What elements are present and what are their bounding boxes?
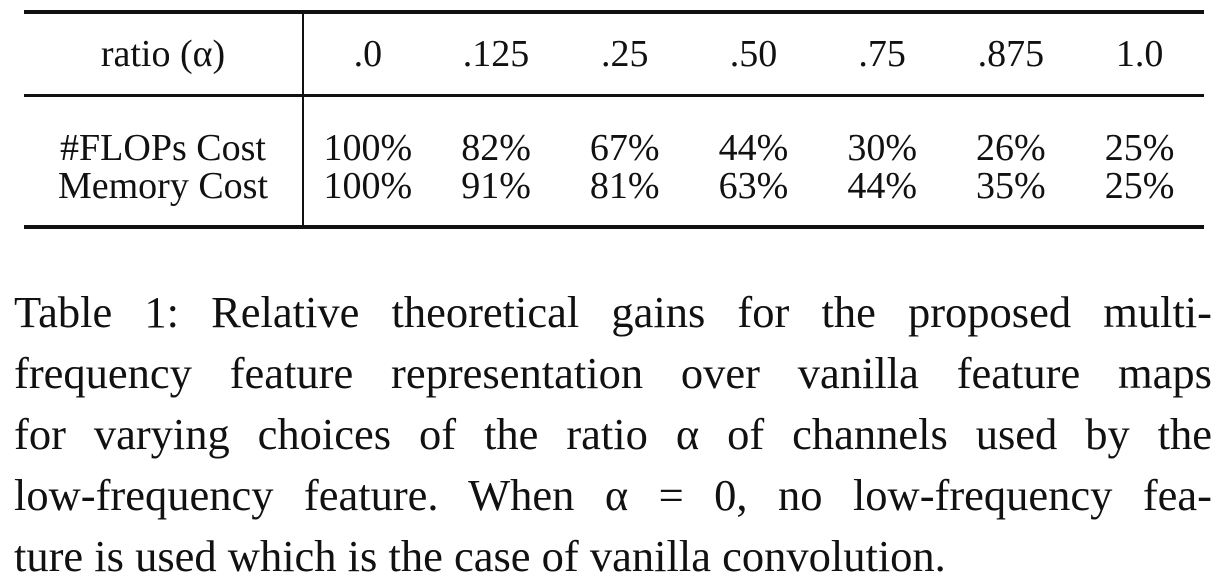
ratio-cell: 1.0 (1115, 33, 1164, 75)
ratio-cell: .75 (858, 33, 906, 75)
row-label-memory: Memory Cost (24, 167, 304, 225)
table-cell: 35% (976, 165, 1046, 207)
table-top-rule (24, 10, 1204, 14)
table-bottom-rule (24, 225, 1204, 229)
table-cell: 30% (847, 127, 917, 169)
results-table: ratio (α) .0 .125 .25 .50 .75 .875 1.0 #… (24, 10, 1204, 229)
table-cell: 44% (718, 127, 789, 169)
table-cell: 100% (323, 127, 413, 169)
ratio-cell: .875 (977, 33, 1045, 75)
table-header-row: ratio (α) .0 .125 .25 .50 .75 .875 1.0 (24, 14, 1204, 94)
table-cell: 44% (847, 165, 917, 207)
table-mid-rule (24, 94, 1204, 97)
ratio-cell: .0 (353, 33, 383, 75)
table-cell: 63% (718, 165, 789, 207)
table-caption: Table 1: Relative theoretical gains for … (14, 282, 1212, 587)
table-row: #FLOPs Cost 100% 82% 67% 44% 30% 26% 25% (24, 97, 1204, 167)
table-cell: 82% (461, 127, 531, 169)
ratio-cell: .50 (729, 33, 778, 75)
data-table-body: #FLOPs Cost 100% 82% 67% 44% 30% 26% 25%… (24, 97, 1204, 225)
table-cell: 67% (589, 127, 660, 169)
caption-line: Table 1: Relative theoretical gains for … (14, 287, 1212, 337)
data-table: ratio (α) .0 .125 .25 .50 .75 .875 1.0 (24, 14, 1204, 94)
caption-line: low-frequency feature. When α = 0, no lo… (14, 470, 1212, 520)
table-cell: 26% (976, 127, 1046, 169)
ratio-cell: .125 (462, 33, 530, 75)
caption-line: frequency feature representation over va… (14, 348, 1212, 398)
table-cell: 25% (1104, 165, 1175, 207)
caption-line: ture is used which is the case of vanill… (14, 531, 946, 581)
ratio-cell: .25 (601, 33, 649, 75)
row-label-flops: #FLOPs Cost (24, 97, 304, 167)
table-cell: 100% (323, 165, 413, 207)
caption-line: for varying choices of the ratio α of ch… (14, 409, 1212, 459)
table-cell: 81% (589, 165, 660, 207)
table-cell: 25% (1104, 127, 1175, 169)
table-cell: 91% (461, 165, 531, 207)
header-label: ratio (α) (24, 14, 304, 94)
table-row: Memory Cost 100% 91% 81% 63% 44% 35% 25% (24, 167, 1204, 225)
